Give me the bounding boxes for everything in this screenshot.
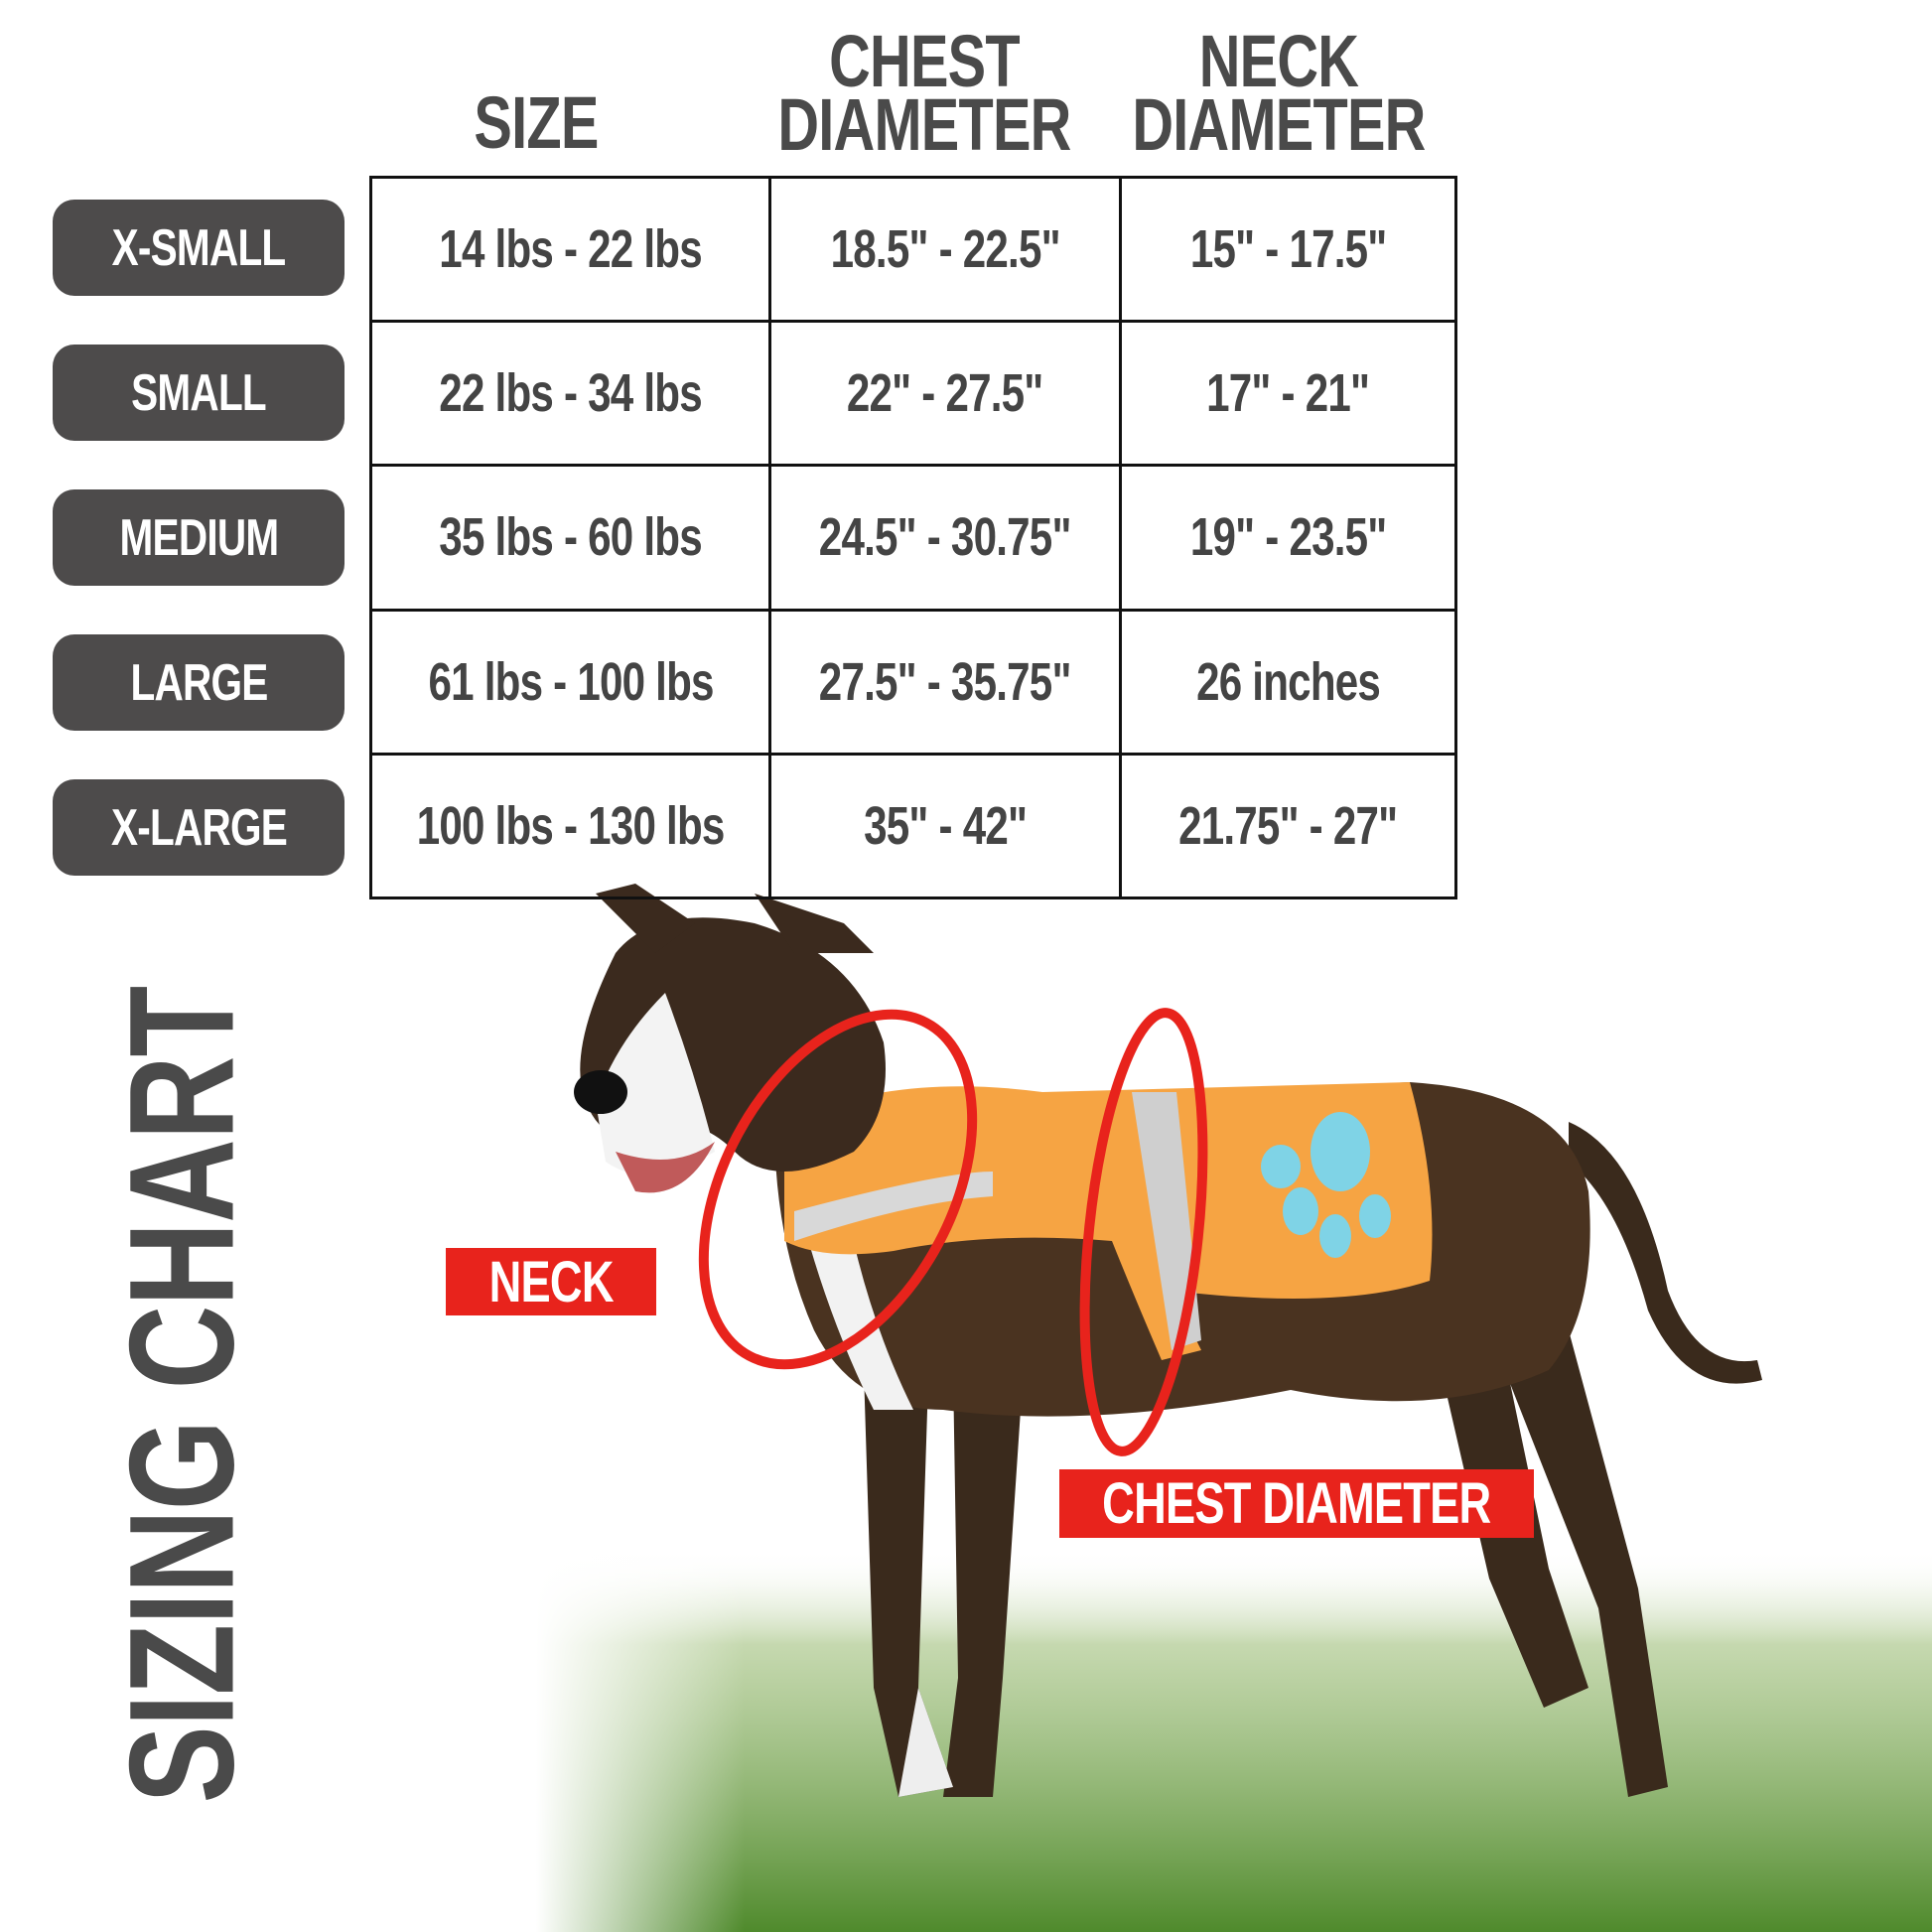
cell-chest: 24.5" - 30.75" — [768, 464, 1122, 612]
table-row: 22 lbs - 34 lbs 22" - 27.5" 17" - 21" — [368, 320, 1458, 468]
table-row: 35 lbs - 60 lbs 24.5" - 30.75" 19" - 23.5" — [368, 464, 1458, 612]
cell-chest: 18.5" - 22.5" — [768, 175, 1122, 324]
table-row: 61 lbs - 100 lbs 27.5" - 35.75" 26 inches — [368, 608, 1458, 756]
cell-chest: 35" - 42" — [768, 752, 1122, 900]
chest-ring — [1079, 1008, 1208, 1456]
cell-neck: 19" - 23.5" — [1118, 464, 1458, 612]
cell-weight: 35 lbs - 60 lbs — [368, 464, 772, 612]
size-pill: MEDIUM — [53, 489, 345, 586]
cell-chest: 22" - 27.5" — [768, 320, 1122, 468]
sizing-chart-title: SIZING CHART — [97, 986, 265, 1804]
cell-weight: 14 lbs - 22 lbs — [368, 175, 772, 324]
header-chest-diameter: CHEST DIAMETER — [777, 20, 1071, 166]
cell-chest: 27.5" - 35.75" — [768, 608, 1122, 756]
cell-weight: 22 lbs - 34 lbs — [368, 320, 772, 468]
size-pill: X-LARGE — [53, 779, 345, 876]
cell-neck: 26 inches — [1118, 608, 1458, 756]
chest-diameter-label: CHEST DIAMETER — [1059, 1469, 1534, 1538]
size-pill: X-SMALL — [53, 200, 345, 296]
paw-print — [1261, 1112, 1391, 1258]
size-pill: LARGE — [53, 634, 345, 731]
neck-label: NECK — [446, 1248, 656, 1315]
cell-weight: 100 lbs - 130 lbs — [368, 752, 772, 900]
size-pill: SMALL — [53, 345, 345, 441]
header-neck-diameter: NECK DIAMETER — [1132, 20, 1426, 166]
table-row: 14 lbs - 22 lbs 18.5" - 22.5" 15" - 17.5" — [368, 175, 1458, 324]
sizing-table: 14 lbs - 22 lbs 18.5" - 22.5" 15" - 17.5" 2… — [368, 175, 1458, 900]
table-row: 100 lbs - 130 lbs 35" - 42" 21.75" - 27" — [368, 752, 1458, 900]
cell-weight: 61 lbs - 100 lbs — [368, 608, 772, 756]
cell-neck: 17" - 21" — [1118, 320, 1458, 468]
neck-ring — [698, 1009, 978, 1370]
cell-neck: 21.75" - 27" — [1118, 752, 1458, 900]
header-size: SIZE — [474, 81, 599, 164]
cell-neck: 15" - 17.5" — [1118, 175, 1458, 324]
